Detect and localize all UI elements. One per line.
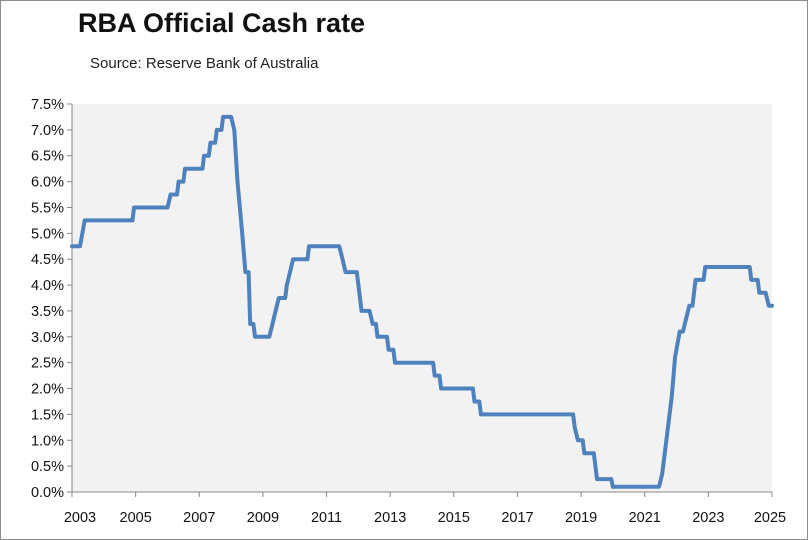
x-tick-label: 2019	[565, 510, 597, 526]
y-tick-label: 0.5%	[31, 459, 64, 475]
x-tick-label: 2017	[501, 510, 533, 526]
x-tick-label: 2013	[374, 510, 406, 526]
x-tick-label: 2005	[120, 510, 152, 526]
series-layer	[70, 114, 774, 489]
y-tick-label: 3.5%	[31, 304, 64, 320]
y-tick-label: 4.0%	[31, 278, 64, 294]
x-tick-label: 2003	[64, 510, 96, 526]
y-tick-label: 4.5%	[31, 252, 64, 268]
y-tick-label: 3.0%	[31, 330, 64, 346]
y-tick-label: 0.0%	[31, 485, 64, 501]
y-tick-label: 5.5%	[31, 200, 64, 216]
y-tick-label: 1.0%	[31, 433, 64, 449]
y-tick-label: 2.0%	[31, 382, 64, 398]
x-tick-label: 2023	[692, 510, 724, 526]
x-tick-label: 2007	[183, 510, 215, 526]
y-tick-label: 7.5%	[31, 97, 64, 113]
x-tick-label: 2015	[438, 510, 470, 526]
y-tick-label: 1.5%	[31, 407, 64, 423]
y-axis: 0.0% 0.5% 1.0% 1.5% 2.0% 2.5% 3.0% 3.5% 4.0% 4.5%…	[31, 97, 73, 501]
x-tick-label: 2021	[629, 510, 661, 526]
y-tick-label: 2.5%	[31, 356, 64, 372]
chart-subtitle: Source: Reserve Bank of Australia	[90, 55, 319, 72]
x-tick-label: 2011	[311, 510, 342, 526]
y-tick-label: 5.0%	[31, 226, 64, 242]
series-line-cash-rate	[70, 114, 774, 489]
x-tick-label: 2025	[754, 510, 786, 526]
y-tick-label: 6.5%	[31, 149, 64, 165]
y-tick-label: 7.0%	[31, 123, 64, 139]
x-tick-label: 2009	[247, 510, 279, 526]
chart-title: RBA Official Cash rate	[78, 8, 366, 38]
y-tick-label: 6.0%	[31, 175, 64, 191]
x-axis: 2003 2005 2007 2009 2011 2013 2015 2017 2019 2021…	[64, 491, 786, 526]
